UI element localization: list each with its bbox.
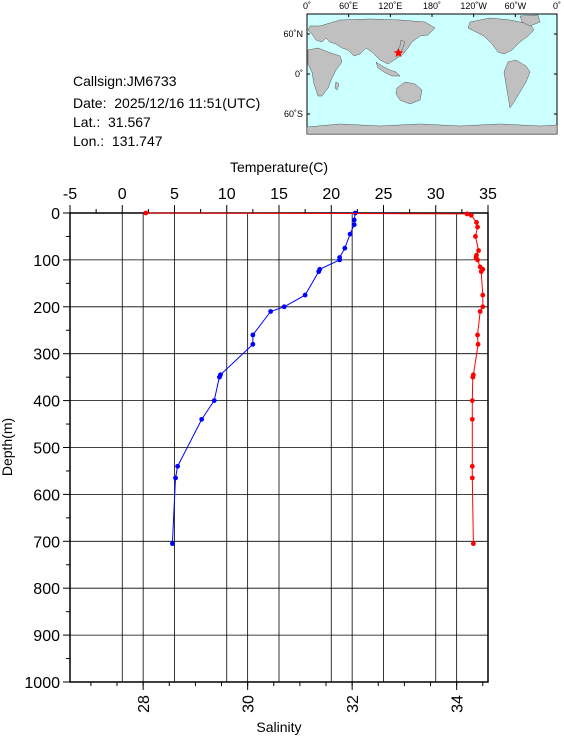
depth-tick-label: 700 [33, 534, 60, 551]
depth-tick-label: 1000 [24, 675, 60, 692]
map-longitude-label: 0˚ [553, 1, 561, 11]
depth-tick-label: 200 [33, 300, 60, 317]
salinity-point [475, 257, 480, 263]
salinity-point [475, 341, 481, 347]
depth-tick-label: 900 [33, 628, 60, 645]
latitude-text: Lat.: 31.567 [73, 114, 151, 130]
map-land [306, 14, 558, 135]
temperature-point [173, 475, 178, 481]
map-longitude-label: 60˚E [339, 1, 358, 11]
temperature-point [281, 304, 287, 310]
world-map: 0˚ 60˚E 120˚E 180˚ 120˚W 60˚W 0˚ 60˚N 0˚ 60˚S [283, 1, 561, 135]
map-longitude-label: 120˚W [460, 1, 487, 11]
depth-tick-label: 300 [33, 347, 60, 364]
temperature-point [199, 416, 205, 422]
temperature-point [337, 257, 343, 263]
salinity-point [480, 292, 486, 298]
temperature-tick-label: 0 [118, 186, 127, 203]
temperature-tick-label: -5 [63, 186, 77, 203]
salinity-axis-label: Salinity [256, 719, 301, 735]
temperature-tick-label: 30 [427, 186, 445, 203]
salinity-point [469, 463, 475, 469]
temperature-point [268, 309, 274, 314]
map-longitude-label: 120˚E [378, 1, 402, 11]
salinity-point [469, 398, 475, 403]
temperature-axis-label: Temperature(C) [230, 159, 328, 175]
temperature-point [250, 341, 256, 347]
depth-axis-label: Depth(m) [0, 418, 15, 476]
temperature-tick-label: 25 [375, 186, 393, 203]
salinity-point [475, 224, 480, 230]
salinity-point [143, 210, 149, 216]
depth-tick-label: 0 [51, 206, 60, 223]
temperature-point [170, 541, 175, 547]
temperature-tick-label: 35 [479, 186, 497, 203]
callsign-text: Callsign:JM6733 [73, 73, 177, 89]
salinity-point [469, 475, 475, 481]
temperature-point [351, 222, 357, 228]
salinity-point [475, 332, 480, 338]
temperature-tick-label: 5 [170, 186, 179, 203]
temperature-point [211, 398, 217, 403]
depth-tick-label: 400 [33, 394, 60, 411]
salinity-tick-label: 32 [345, 695, 362, 713]
map-latitude-label: 0˚ [295, 69, 303, 79]
temperature-point [302, 292, 308, 298]
map-marker-star-icon [393, 48, 404, 57]
temperature-tick-label: 20 [322, 186, 340, 203]
salinity-point [473, 234, 478, 239]
temperature-point [351, 217, 357, 223]
depth-tick-label: 600 [33, 487, 60, 504]
temperature-tick-label: 10 [218, 186, 236, 203]
salinity-point [468, 212, 474, 218]
salinity-point [474, 219, 479, 225]
temperature-point [250, 332, 256, 338]
salinity-point [478, 269, 484, 275]
salinity-point [476, 248, 481, 253]
salinity-point [480, 304, 486, 310]
temperature-point [217, 374, 222, 380]
salinity-point [470, 374, 476, 380]
depth-tick-label: 100 [33, 253, 60, 270]
temperature-point [175, 463, 181, 469]
temperature-point [342, 245, 348, 251]
date-text: Date: 2025/12/16 11:51(UTC) [73, 95, 261, 111]
salinity-tick-label: 30 [241, 695, 258, 713]
depth-tick-label: 800 [33, 581, 60, 598]
map-longitude-label: 180˚ [423, 1, 441, 11]
salinity-tick-label: 34 [450, 695, 467, 713]
map-latitude-label: 60˚N [283, 29, 303, 39]
salinity-point [469, 416, 475, 422]
longitude-text: Lon.: 131.747 [73, 133, 163, 149]
depth-tick-label: 500 [33, 441, 60, 458]
map-longitude-label: 0˚ [303, 1, 311, 11]
map-longitude-label: 60˚W [505, 1, 527, 11]
temperature-point [316, 269, 322, 275]
map-ticks: 0˚ 60˚E 120˚E 180˚ 120˚W 60˚W 0˚ 60˚N 0˚ 60˚S [283, 1, 561, 119]
series-layer [143, 210, 486, 547]
temperature-point [352, 210, 358, 216]
temperature-point [347, 231, 353, 237]
salinity-point [470, 541, 476, 547]
map-latitude-label: 60˚S [284, 109, 303, 119]
grid-lines [70, 213, 488, 682]
temperature-tick-label: 15 [270, 186, 288, 203]
salinity-tick-label: 28 [136, 695, 153, 713]
salinity-point [464, 211, 470, 217]
salinity-point [477, 309, 483, 314]
